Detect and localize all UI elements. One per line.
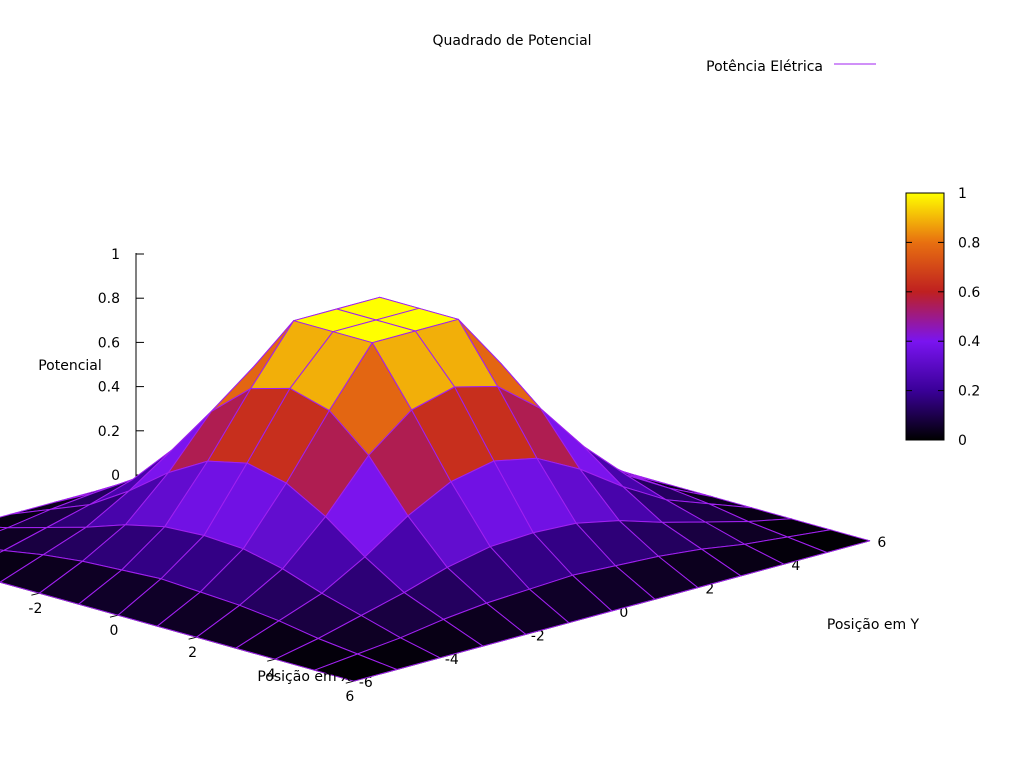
colorbar-tick-label: 1 bbox=[958, 186, 967, 202]
legend: Potência Elétrica bbox=[706, 59, 876, 75]
surface-facet bbox=[314, 653, 398, 682]
y-axis-tick-label: 6 bbox=[877, 535, 886, 551]
x-axis-tick-label: 6 bbox=[345, 689, 354, 705]
x-axis-tick bbox=[345, 680, 354, 684]
colorbar-gradient bbox=[905, 192, 945, 441]
legend-entry-label: Potência Elétrica bbox=[706, 59, 823, 75]
x-axis-tick-label: 4 bbox=[267, 667, 276, 683]
colorbar-tick-label: 0.8 bbox=[958, 235, 980, 251]
y-axis-tick-label: 0 bbox=[619, 605, 628, 621]
x-axis-tick bbox=[31, 592, 40, 596]
z-axis-tick-label: 1 bbox=[111, 247, 120, 263]
z-axis-tick-label: 0.4 bbox=[98, 380, 120, 396]
y-axis-tick-label: 4 bbox=[791, 558, 800, 574]
x-axis-tick-label: -2 bbox=[28, 601, 42, 617]
x-axis-tick-label: 2 bbox=[188, 645, 197, 661]
colorbar-ticks: 0 0.2 0.4 0.6 0.8 1 bbox=[906, 186, 980, 449]
colorbar-tick-label: 0.2 bbox=[958, 384, 980, 400]
colorbar-tick-label: 0.6 bbox=[958, 285, 980, 301]
z-axis-tick-label: 0.2 bbox=[98, 424, 120, 440]
x-axis-tick bbox=[188, 636, 197, 640]
colorbar-tick-label: 0.4 bbox=[958, 334, 980, 350]
x-axis-label: Posição em X bbox=[257, 669, 351, 685]
z-axis-tick-label: 0.6 bbox=[98, 335, 120, 351]
x-axis-tick bbox=[267, 658, 276, 662]
chart-title: Quadrado de Potencial bbox=[432, 33, 591, 49]
colorbar: 0 0.2 0.4 0.6 0.8 1 bbox=[905, 186, 980, 449]
y-axis-tick-label: 2 bbox=[705, 582, 714, 598]
z-axis-tick-label: 0.8 bbox=[98, 291, 120, 307]
surface-layer bbox=[0, 296, 871, 682]
z-axis-label: Potencial bbox=[38, 358, 102, 374]
x-axis-tick bbox=[109, 614, 119, 618]
colorbar-tick-label: 0 bbox=[958, 433, 967, 449]
y-axis-label: Posição em Y bbox=[827, 617, 920, 633]
z-axis-tick-label: 0 bbox=[111, 468, 120, 484]
x-axis-tick-label: 0 bbox=[110, 623, 119, 639]
